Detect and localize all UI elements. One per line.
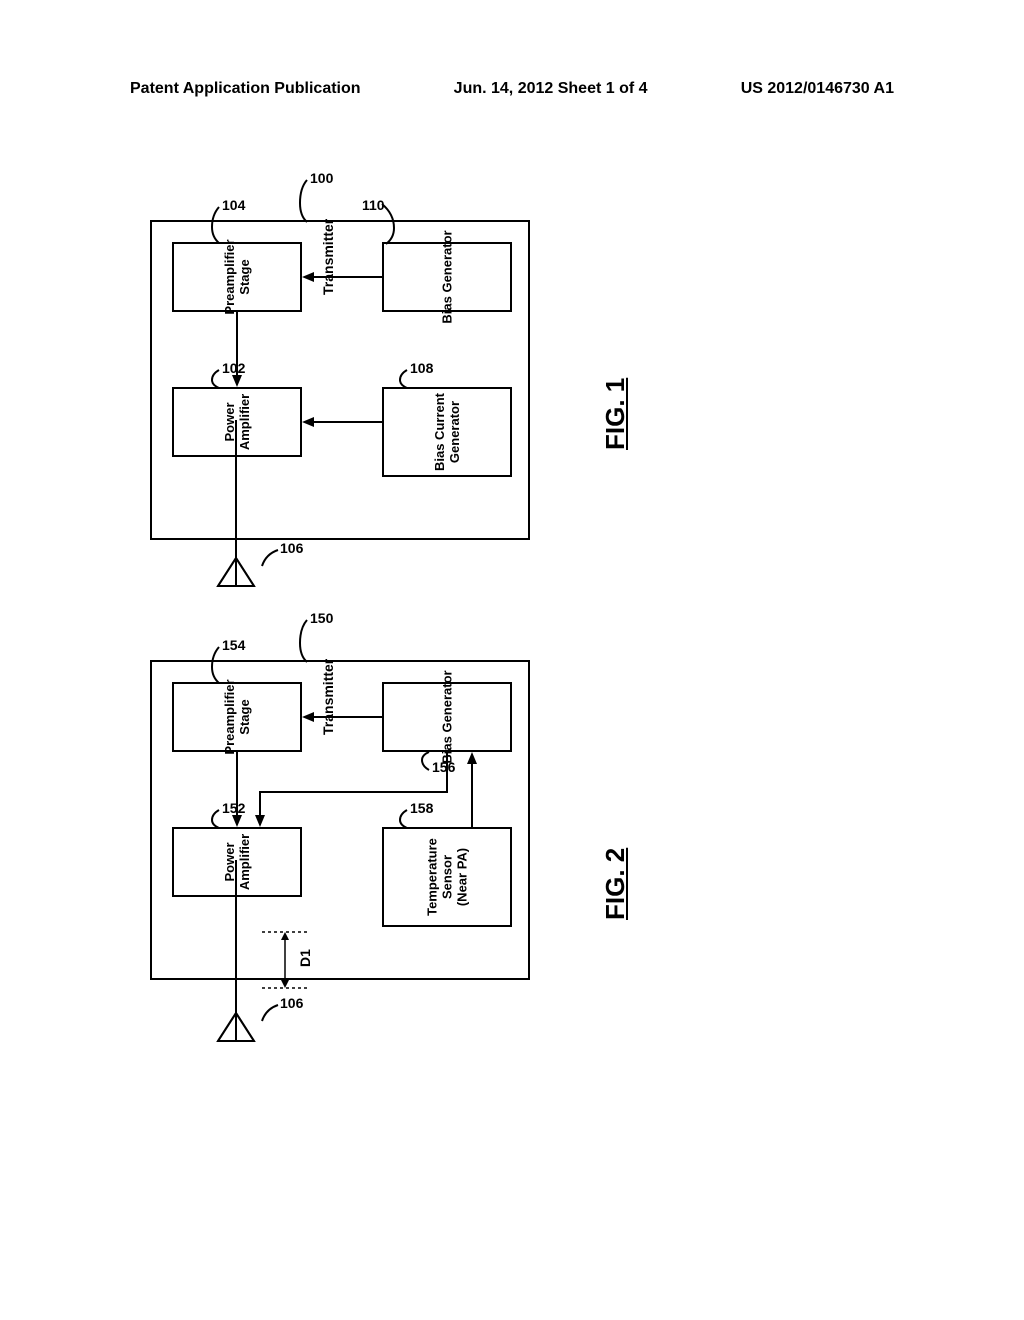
arrow-biascur-pa-icon <box>302 415 382 429</box>
biasgen-block-2: Bias Generator <box>382 682 512 752</box>
lead-104-icon <box>210 205 230 245</box>
arrow-biasgen-pa-2-icon <box>254 752 454 862</box>
lead-110-icon <box>378 202 400 246</box>
figure-2: 150 Transmitter Preamplifier Stage 154 B… <box>150 660 710 1040</box>
biasgen-block-1: Bias Generator <box>382 242 512 312</box>
arrow-preamp-pa-2-icon <box>230 752 244 827</box>
fig1-title: FIG. 1 <box>600 378 631 450</box>
arrow-biasgen-preamp-icon <box>302 270 382 284</box>
lead-100-icon <box>298 178 318 224</box>
preamp-label-2: Preamplifier Stage <box>222 679 252 754</box>
arrow-biasgen-preamp-2-icon <box>302 710 382 724</box>
biascur-label-1: Bias Current Generator <box>432 393 462 471</box>
lead-106a-icon <box>260 548 282 570</box>
antenna-2-icon <box>210 995 262 1047</box>
transmitter-box-1: Preamplifier Stage 104 Bias Generator 11… <box>150 220 530 540</box>
preamp-label-1: Preamplifier Stage <box>222 239 252 314</box>
biasgen-label-1: Bias Generator <box>440 230 455 323</box>
ref-antenna-2: 106 <box>280 995 303 1011</box>
lead-152-icon <box>210 808 230 830</box>
lead-154-icon <box>210 645 230 685</box>
diagram-area: 100 Transmitter Preamplifier Stage 104 B… <box>150 220 710 1070</box>
lead-108-icon <box>398 368 418 390</box>
lead-102-icon <box>210 368 230 390</box>
biascur-block-1: Bias Current Generator <box>382 387 512 477</box>
header-center: Jun. 14, 2012 Sheet 1 of 4 <box>454 80 648 98</box>
lead-106b-icon <box>260 1003 282 1025</box>
transmitter-box-2: Preamplifier Stage 154 Bias Generator 15… <box>150 660 530 980</box>
header-left: Patent Application Publication <box>130 80 361 98</box>
figure-1: 100 Transmitter Preamplifier Stage 104 B… <box>150 220 710 600</box>
d1-label: D1 <box>297 949 313 967</box>
preamp-block-1: Preamplifier Stage <box>172 242 302 312</box>
arrow-temp-biasgen-icon <box>465 752 479 827</box>
antenna-1-icon <box>210 540 262 592</box>
biasgen-label-2: Bias Generator <box>440 670 455 763</box>
fig2-title: FIG. 2 <box>600 848 631 920</box>
ref-antenna-1: 106 <box>280 540 303 556</box>
lead-150-icon <box>298 618 318 664</box>
preamp-block-2: Preamplifier Stage <box>172 682 302 752</box>
arrow-preamp-pa-icon <box>230 312 244 387</box>
header-right: US 2012/0146730 A1 <box>741 80 894 98</box>
